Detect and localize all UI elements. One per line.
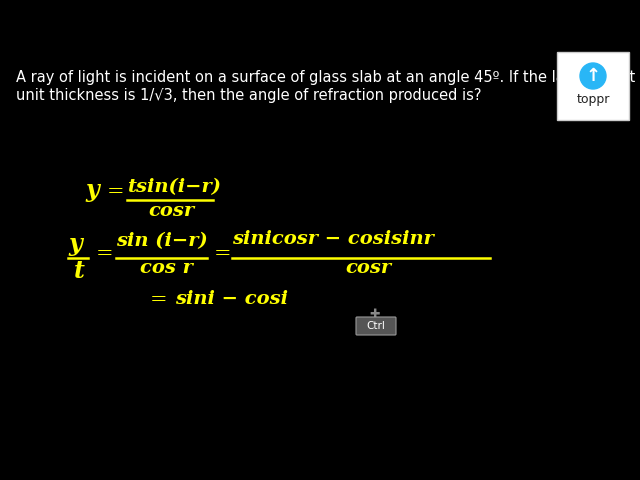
Text: cosr: cosr [345,259,391,277]
Text: ✚: ✚ [370,308,380,321]
Text: toppr: toppr [576,94,610,107]
Text: unit thickness is 1/√3, then the angle of refraction produced is?: unit thickness is 1/√3, then the angle o… [16,88,481,103]
Text: y: y [68,232,82,256]
Text: tsin(i−r): tsin(i−r) [127,178,221,196]
Text: A ray of light is incident on a surface of glass slab at an angle 45º. If the la: A ray of light is incident on a surface … [16,70,640,85]
Text: =: = [150,290,168,309]
Text: sini − cosi: sini − cosi [175,290,288,308]
Text: sin (i−r): sin (i−r) [116,232,208,250]
Text: t: t [74,259,85,283]
Text: =: = [96,244,114,263]
FancyBboxPatch shape [557,52,629,120]
Text: cos r: cos r [140,259,193,277]
Circle shape [580,63,606,89]
Text: y: y [85,178,99,202]
Text: cosr: cosr [148,202,194,220]
FancyBboxPatch shape [356,317,396,335]
Text: =: = [214,244,232,263]
Text: ↑: ↑ [586,67,600,85]
Text: Ctrl: Ctrl [367,321,385,331]
Text: sinicosr − cosisinr: sinicosr − cosisinr [232,230,434,248]
Text: =: = [107,182,125,201]
